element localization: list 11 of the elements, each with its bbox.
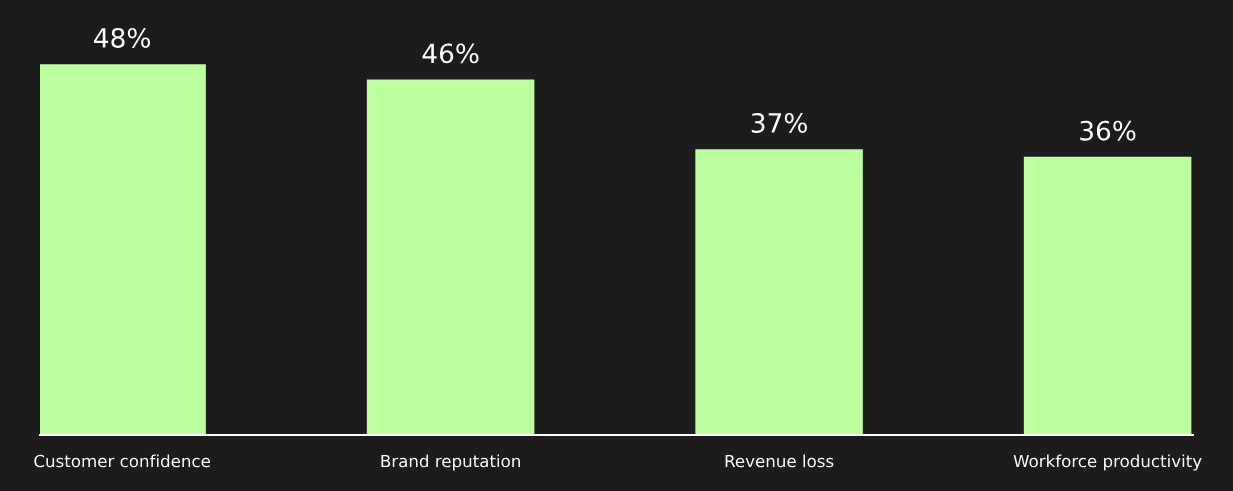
x-tick-label: Customer confidence — [34, 454, 210, 468]
bar — [1023, 156, 1192, 435]
bar — [695, 149, 863, 435]
data-label: 37% — [751, 112, 807, 133]
data-label: 46% — [422, 43, 479, 64]
x-tick-label: Brand reputation — [381, 454, 520, 471]
data-label: 48% — [94, 27, 150, 48]
x-tick-label: Workforce productivity — [1013, 454, 1202, 471]
bar — [366, 79, 535, 435]
data-label: 36% — [1080, 120, 1136, 141]
x-tick-label: Revenue loss — [725, 454, 834, 468]
